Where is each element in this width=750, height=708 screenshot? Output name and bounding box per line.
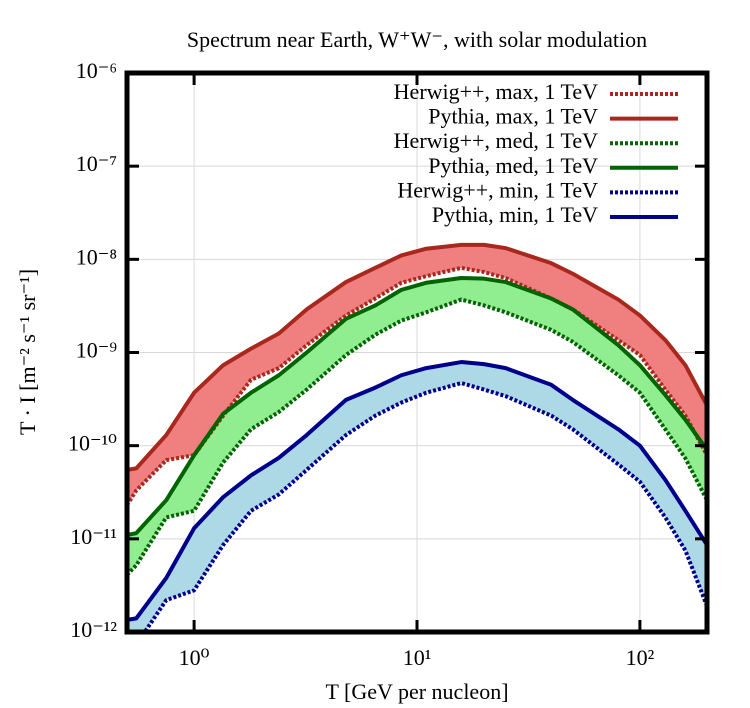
legend-label: Herwig++, min, 1 TeV bbox=[397, 177, 598, 202]
y-tick-label: 10⁻⁷ bbox=[76, 151, 117, 176]
legend-label: Pythia, max, 1 TeV bbox=[428, 104, 598, 129]
legend-label: Herwig++, med, 1 TeV bbox=[394, 128, 598, 153]
x-tick-label: 10¹ bbox=[403, 645, 432, 670]
series-line bbox=[142, 381, 707, 632]
x-axis-label: T [GeV per nucleon] bbox=[325, 679, 508, 704]
series-line bbox=[127, 276, 707, 537]
y-tick-label: 10⁻¹⁰ bbox=[68, 431, 117, 456]
y-tick-label: 10⁻⁸ bbox=[76, 244, 117, 269]
plot-frame bbox=[124, 70, 710, 635]
series-line bbox=[127, 297, 707, 577]
y-tick-label: 10⁻¹¹ bbox=[70, 524, 117, 549]
y-tick-label: 10⁻⁹ bbox=[76, 338, 118, 363]
x-tick-label: 10⁰ bbox=[179, 645, 210, 670]
legend-label: Pythia, med, 1 TeV bbox=[428, 153, 598, 178]
y-axis-label: T · I [m⁻² s⁻¹ sr⁻¹] bbox=[15, 269, 40, 435]
plot-area bbox=[127, 242, 707, 632]
series-line bbox=[127, 242, 707, 472]
x-tick-label: 10² bbox=[626, 645, 655, 670]
band bbox=[127, 278, 707, 575]
band bbox=[127, 362, 707, 632]
legend-label: Herwig++, max, 1 TeV bbox=[394, 79, 598, 104]
legend-label: Pythia, min, 1 TeV bbox=[432, 202, 598, 227]
overlay: 10⁰ 10¹ 10² 10⁻¹² 10⁻¹¹ 10⁻¹⁰ 10⁻⁹ 10⁻⁸ 10⁻⁷ 10⁻⁶… bbox=[68, 58, 710, 670]
chart-title: Spectrum near Earth, W⁺W⁻, with solar mo… bbox=[187, 27, 647, 52]
series-line bbox=[127, 360, 707, 622]
y-tick-label: 10⁻¹² bbox=[70, 617, 117, 642]
band bbox=[127, 244, 707, 506]
y-tick-label: 10⁻⁶ bbox=[76, 58, 117, 83]
